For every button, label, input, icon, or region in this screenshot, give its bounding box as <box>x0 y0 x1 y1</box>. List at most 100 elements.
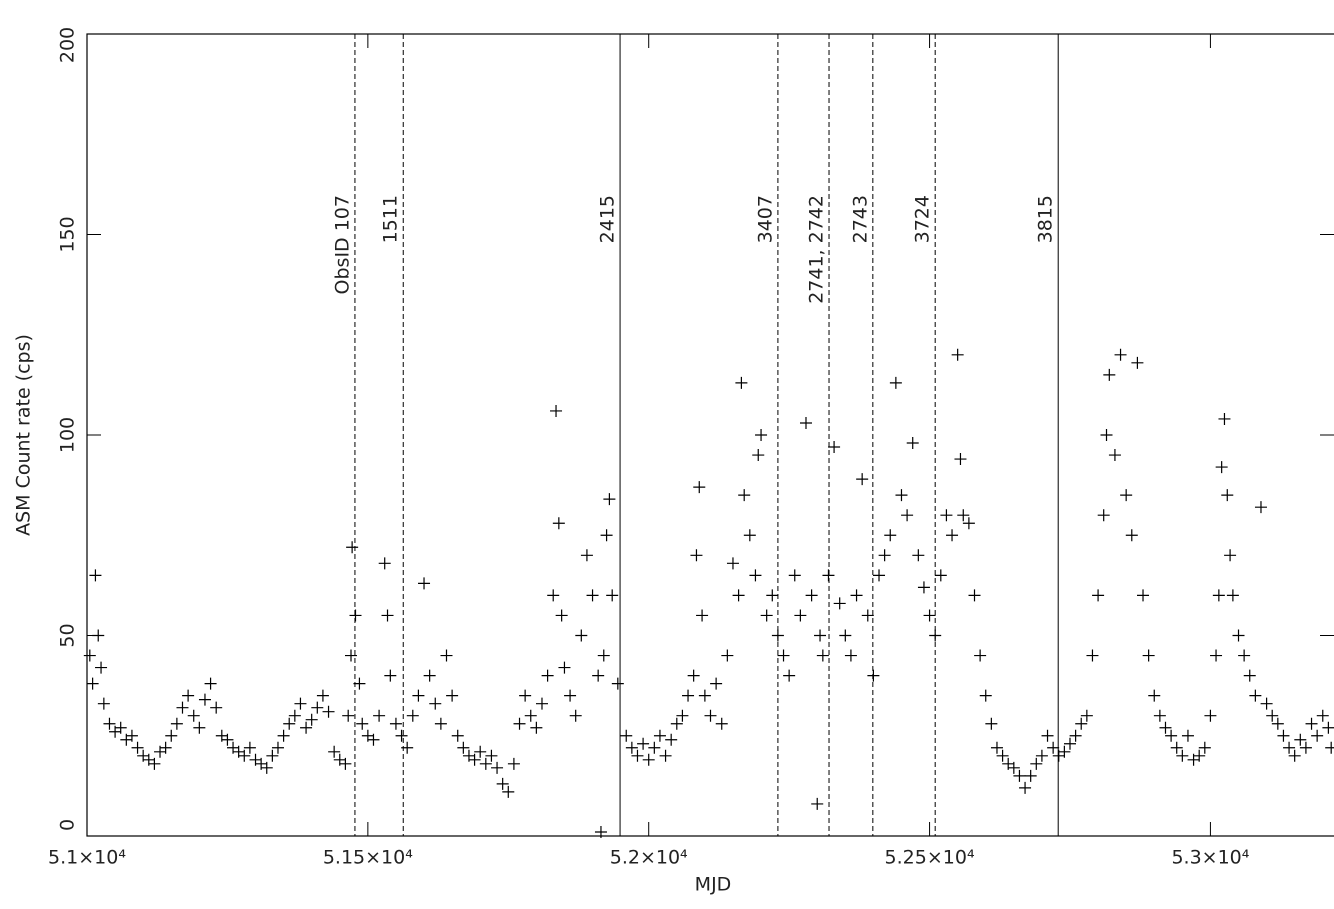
data-point <box>491 761 504 774</box>
data-point <box>732 589 745 602</box>
data-point <box>912 549 925 562</box>
data-point <box>288 709 301 722</box>
data-point <box>586 589 599 602</box>
data-point <box>1277 729 1290 742</box>
data-point <box>316 689 329 702</box>
data-point <box>260 761 273 774</box>
data-point <box>631 749 644 762</box>
y-tick-label: 200 <box>57 27 79 63</box>
data-point <box>1108 449 1121 462</box>
data-point <box>342 709 355 722</box>
y-tick-label: 150 <box>57 216 79 252</box>
data-point <box>606 589 619 602</box>
data-point <box>535 697 548 710</box>
data-point <box>642 753 655 766</box>
data-point <box>373 709 386 722</box>
data-point <box>1316 709 1329 722</box>
observation-label: 1511 <box>380 195 402 243</box>
data-point <box>367 733 380 746</box>
data-point <box>1198 741 1211 754</box>
data-point <box>594 825 607 838</box>
data-point <box>878 549 891 562</box>
data-point <box>828 441 841 454</box>
data-point <box>799 416 812 429</box>
data-point <box>1305 717 1318 730</box>
data-point <box>198 693 211 706</box>
data-point <box>592 669 605 682</box>
y-tick-label: 0 <box>57 819 79 831</box>
data-point <box>187 709 200 722</box>
data-point <box>485 749 498 762</box>
data-point <box>530 721 543 734</box>
observation-label: 3815 <box>1035 195 1057 243</box>
data-point <box>1137 589 1150 602</box>
data-point <box>1311 729 1324 742</box>
data-point <box>1299 741 1312 754</box>
data-point <box>575 629 588 642</box>
data-point <box>1148 689 1161 702</box>
data-point <box>131 741 144 754</box>
data-point <box>1058 745 1071 758</box>
data-point <box>1215 461 1228 474</box>
data-point <box>496 777 509 790</box>
data-point <box>814 629 827 642</box>
data-point <box>698 689 711 702</box>
data-point <box>1260 697 1273 710</box>
data-point <box>507 757 520 770</box>
data-point <box>148 757 161 770</box>
data-point <box>946 529 959 542</box>
observation-label: 2741, 2742 <box>806 195 828 304</box>
data-point <box>1142 649 1155 662</box>
data-point <box>221 733 234 746</box>
data-point <box>597 649 610 662</box>
data-point <box>1193 749 1206 762</box>
data-point <box>1153 709 1166 722</box>
data-point <box>346 541 359 554</box>
data-point <box>550 404 563 417</box>
x-tick-label: 5.1×10⁴ <box>48 847 126 869</box>
data-point <box>839 629 852 642</box>
data-point <box>204 677 217 690</box>
data-point <box>564 689 577 702</box>
data-point <box>611 677 624 690</box>
data-point <box>962 517 975 530</box>
data-point <box>311 701 324 714</box>
data-point <box>1218 412 1231 425</box>
data-point <box>418 577 431 590</box>
data-point <box>794 609 807 622</box>
data-point <box>401 741 414 754</box>
data-point <box>665 733 678 746</box>
y-tick-label: 100 <box>57 417 79 453</box>
data-point <box>738 489 751 502</box>
data-point <box>356 717 369 730</box>
data-point <box>349 609 362 622</box>
data-point <box>1030 757 1043 770</box>
data-point <box>721 649 734 662</box>
data-point <box>735 376 748 389</box>
data-point <box>389 717 402 730</box>
data-point <box>1288 749 1301 762</box>
observation-label: 2415 <box>597 195 619 243</box>
data-point <box>861 609 874 622</box>
data-point <box>378 557 391 570</box>
data-point <box>693 481 706 494</box>
data-point <box>603 493 616 506</box>
data-point <box>271 741 284 754</box>
data-point <box>434 717 447 730</box>
data-point <box>1159 721 1172 734</box>
data-point <box>524 709 537 722</box>
data-point <box>1075 717 1088 730</box>
data-point <box>951 348 964 361</box>
data-point <box>1100 429 1113 441</box>
data-point <box>625 741 638 754</box>
data-point <box>1114 348 1127 361</box>
x-axis-label: MJD <box>695 874 732 896</box>
data-point <box>1041 729 1054 742</box>
data-point <box>1322 721 1334 734</box>
data-point <box>1170 741 1183 754</box>
data-point <box>1019 781 1032 794</box>
data-point <box>811 797 824 810</box>
data-point <box>114 721 127 734</box>
data-point <box>468 753 481 766</box>
data-point <box>1125 529 1138 542</box>
